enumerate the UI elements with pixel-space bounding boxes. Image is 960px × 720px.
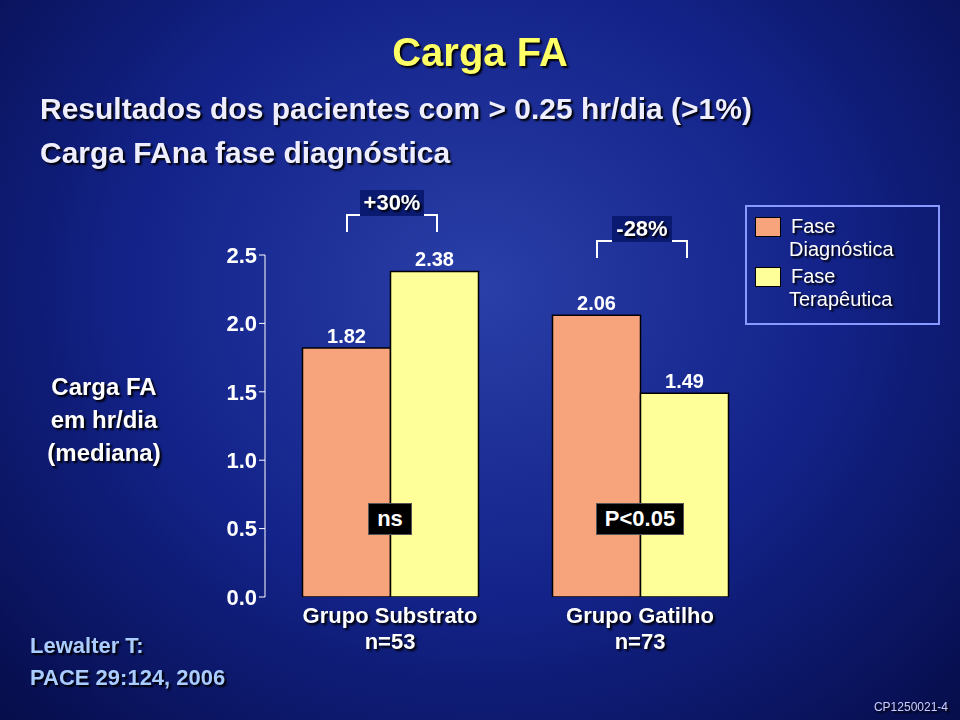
html-text:PACE 29:124, 2006: PACE 29:124, 2006 — [30, 665, 226, 690]
html-text:Terapêutica: Terapêutica — [789, 288, 893, 310]
html-text:Diagnóstica: Diagnóstica — [789, 238, 894, 260]
svg-text:n=73: n=73 — [615, 629, 666, 654]
html-text:P<0.05: P<0.05 — [604, 506, 676, 531]
svg-text:Grupo Substrato: Grupo Substrato — [303, 603, 478, 628]
svg-text:0.5: 0.5 — [226, 516, 257, 541]
svg-text:2.06: 2.06 — [577, 292, 616, 314]
html-text:Carga FA: Carga FA — [392, 30, 568, 74]
html-text:Carga FA em hr/dia (mediana): Carga FA em hr/dia (mediana) — [47, 373, 161, 466]
html-text:-28%: -28% — [616, 216, 668, 241]
html-text:CP1250021-4: CP1250021-4 — [873, 700, 948, 714]
svg-text:Grupo Gatilho: Grupo Gatilho — [566, 603, 714, 628]
html-text:Fase: Fase — [791, 265, 836, 287]
html-text:+30%: +30% — [363, 190, 421, 215]
svg-text:1.5: 1.5 — [226, 380, 257, 405]
svg-text:2.38: 2.38 — [415, 248, 454, 270]
svg-text:0.0: 0.0 — [226, 585, 257, 610]
svg-text:1.0: 1.0 — [226, 448, 257, 473]
svg-text:1.49: 1.49 — [665, 370, 704, 392]
html-text:Fase: Fase — [791, 215, 836, 237]
svg-text:1.82: 1.82 — [327, 325, 366, 347]
svg-text:n=53: n=53 — [365, 629, 416, 654]
html-text:Carga FAna fase diagnóstica: Carga FAna fase diagnóstica — [40, 136, 451, 169]
html-text:Resultados dos pacientes com >: Resultados dos pacientes com > 0.25 hr/d… — [40, 92, 752, 125]
svg-text:2.5: 2.5 — [226, 243, 257, 268]
svg-text:2.0: 2.0 — [226, 311, 257, 336]
html-text:Lewalter T:: Lewalter T: — [30, 633, 144, 658]
html-text:ns: ns — [377, 506, 403, 531]
